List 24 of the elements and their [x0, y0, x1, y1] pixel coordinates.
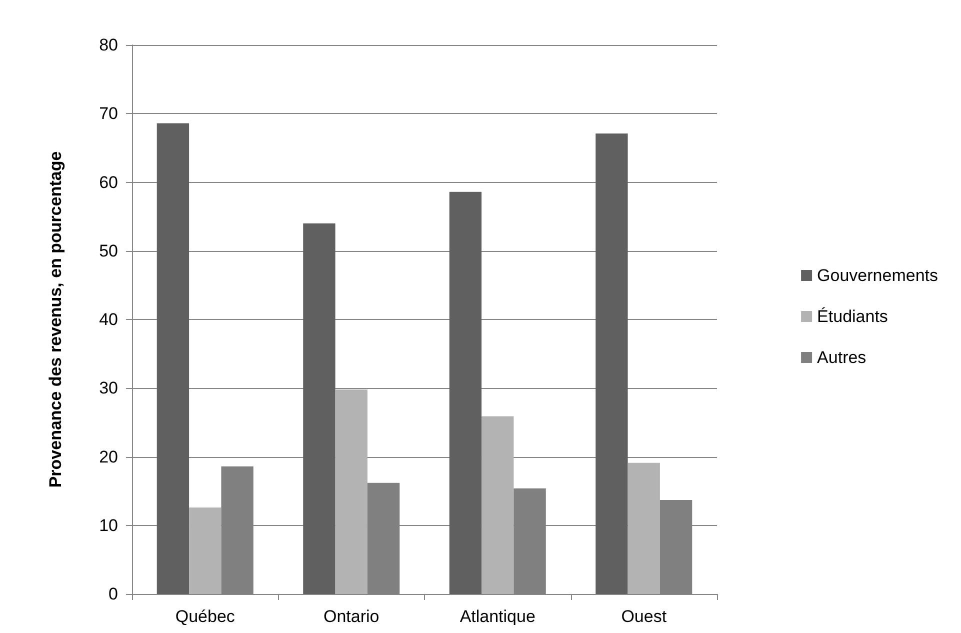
legend-label: Étudiants: [817, 307, 888, 326]
x-tick-label: Québec: [175, 607, 236, 626]
y-tick-label: 0: [108, 584, 118, 604]
legend-label: Autres: [817, 348, 866, 367]
bar: [156, 123, 190, 594]
y-tick-label: 60: [99, 172, 118, 192]
bar: [189, 508, 222, 594]
y-tick-label: 20: [99, 447, 118, 466]
y-tick-label: 30: [99, 378, 118, 398]
y-tick-label: 70: [99, 104, 118, 124]
bar: [303, 223, 336, 594]
y-axis-title: Provenance des revenus, en pourcentage: [46, 151, 65, 488]
y-tick-label: 10: [99, 516, 118, 535]
bar: [482, 416, 514, 594]
bar: [335, 390, 368, 594]
bar: [449, 192, 482, 594]
bar: [628, 462, 660, 594]
y-tick-label: 40: [99, 310, 118, 329]
legend-label: Gouvernements: [817, 266, 938, 285]
y-tick-label: 50: [99, 241, 118, 260]
x-tick-label: Ontario: [324, 607, 380, 626]
bar: [596, 134, 628, 594]
y-tick-label: 80: [99, 36, 118, 54]
x-tick-label: Ouest: [621, 607, 667, 626]
